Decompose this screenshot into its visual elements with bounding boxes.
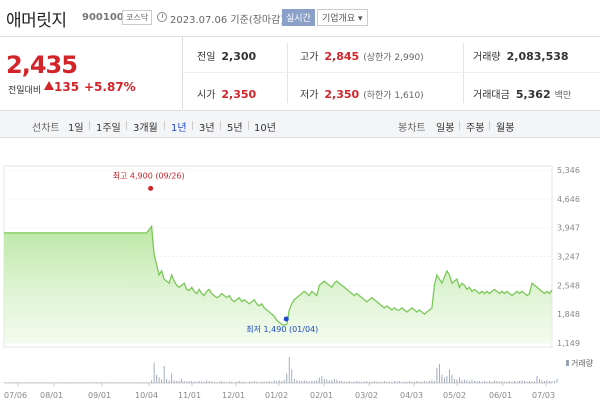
stat-volume: 거래량 2,083,538	[473, 48, 569, 63]
price-box: 2,435 전일대비 135 +5.87%	[0, 37, 183, 109]
min-label: 최저 1,490 (01/04)	[246, 324, 318, 334]
stat-value: 2,350	[221, 88, 257, 101]
market-badge: 코스닥	[122, 10, 153, 25]
x-tick-label: 11/01	[178, 391, 201, 400]
price-line	[4, 224, 553, 326]
tab-1d[interactable]: 1일	[68, 123, 84, 134]
y-tick-label: 3,247	[557, 253, 580, 262]
stat-label: 전일	[197, 52, 216, 63]
stat-low: 저가 2,350 (하한가 1,610)	[300, 86, 424, 101]
stock-header: 애머릿지 900100 코스닥 2023.07.06 기준(장마감) 실시간 기…	[0, 0, 600, 36]
tab-1y[interactable]: 1년	[171, 123, 187, 134]
x-tick-label: 03/02	[355, 391, 378, 400]
stat-label: 시가	[197, 90, 216, 101]
divider	[192, 121, 193, 130]
stat-prev-close: 전일 2,300	[197, 48, 256, 63]
divider	[463, 43, 464, 103]
x-tick-label: 04/03	[400, 391, 423, 400]
tab-daily[interactable]: 일봉	[436, 123, 455, 134]
y-tick-label: 1,848	[557, 310, 580, 319]
stat-value: 5,362	[515, 88, 551, 101]
y-tick-label: 4,646	[557, 195, 580, 204]
stats-panel: 전일 2,300 고가 2,845 (상한가 2,990) 거래량 2,083,538 …	[183, 37, 600, 109]
x-tick-label: 07/03	[532, 391, 555, 400]
stat-label: 저가	[300, 90, 319, 101]
date-text: 2023.07.06 기준(장마감)	[170, 15, 285, 26]
divider	[164, 121, 165, 130]
stat-high: 고가 2,845 (상한가 2,990)	[300, 48, 424, 63]
x-tick-label: 08/01	[40, 391, 63, 400]
tab-3m[interactable]: 3개월	[133, 123, 158, 134]
realtime-button[interactable]: 실시간	[282, 9, 315, 26]
tab-monthly[interactable]: 월봉	[496, 123, 515, 134]
tab-10y[interactable]: 10년	[254, 123, 276, 134]
y-tick-label: 5,346	[557, 166, 580, 175]
stat-label: 거래대금	[473, 90, 510, 101]
x-tick-label: 01/02	[265, 391, 288, 400]
tab-5y[interactable]: 5년	[227, 123, 243, 134]
stat-value: 2,300	[221, 50, 257, 63]
stat-value: 2,350	[324, 88, 360, 101]
min-point	[283, 316, 289, 322]
divider	[287, 43, 288, 103]
divider	[89, 121, 90, 130]
divider	[126, 121, 127, 130]
stat-open: 시가 2,350	[197, 86, 256, 101]
stat-value: 2,083,538	[506, 50, 569, 63]
stock-name: 애머릿지	[6, 11, 67, 31]
up-arrow-icon	[44, 81, 54, 90]
stat-sub: (하한가 1,610)	[363, 91, 424, 101]
tab-1w[interactable]: 1주일	[96, 123, 121, 134]
period-tabbar: 선차트 1일 1주일 3개월 1년 3년 5년 10년 봉차트 일봉 주봉 월봉	[0, 110, 600, 138]
max-point	[148, 185, 154, 191]
change-label: 전일대비	[8, 86, 42, 96]
volume-legend-icon	[566, 360, 569, 366]
y-tick-label: 1,149	[557, 339, 580, 348]
stat-value: 2,845	[324, 50, 360, 63]
divider	[248, 121, 249, 130]
stat-unit: 백만	[554, 91, 572, 101]
x-tick-label: 09/01	[88, 391, 111, 400]
y-tick-label: 2,548	[557, 281, 580, 290]
x-tick-label: 02/01	[310, 391, 333, 400]
stat-amount: 거래대금 5,362 백만	[473, 86, 571, 101]
stat-label: 거래량	[473, 52, 501, 63]
candle-chart-label: 봉차트	[398, 123, 426, 134]
max-label: 최고 4,900 (09/26)	[113, 170, 185, 180]
price-chart[interactable]: 최고 4,900 (09/26) 최저 1,490 (01/04) 5,346 4,…	[0, 140, 600, 419]
change-percent: +5.87%	[84, 80, 136, 94]
x-tick-label: 10/04	[135, 391, 158, 400]
stat-sub: (상한가 2,990)	[363, 53, 424, 63]
divider	[459, 121, 460, 130]
change-value: 135	[54, 80, 80, 94]
clock-icon	[157, 12, 167, 22]
price-area	[4, 226, 552, 343]
company-info-button[interactable]: 기업개요 ▾	[317, 9, 368, 26]
stat-label: 고가	[300, 52, 319, 63]
x-tick-label: 05/02	[443, 391, 466, 400]
divider	[489, 121, 490, 130]
stock-code: 900100	[82, 12, 124, 23]
divider	[183, 72, 600, 73]
tab-weekly[interactable]: 주봉	[466, 123, 485, 134]
line-chart-label: 선차트	[32, 123, 60, 134]
x-tick-label: 12/01	[222, 391, 245, 400]
divider	[0, 36, 600, 37]
tab-3y[interactable]: 3년	[199, 123, 215, 134]
x-tick-label: 07/06	[4, 391, 27, 400]
volume-legend-label: 거래량	[571, 358, 594, 368]
x-tick-label: 06/01	[489, 391, 512, 400]
divider	[220, 121, 221, 130]
current-price: 2,435	[6, 51, 78, 79]
y-tick-label: 3,947	[557, 224, 580, 233]
